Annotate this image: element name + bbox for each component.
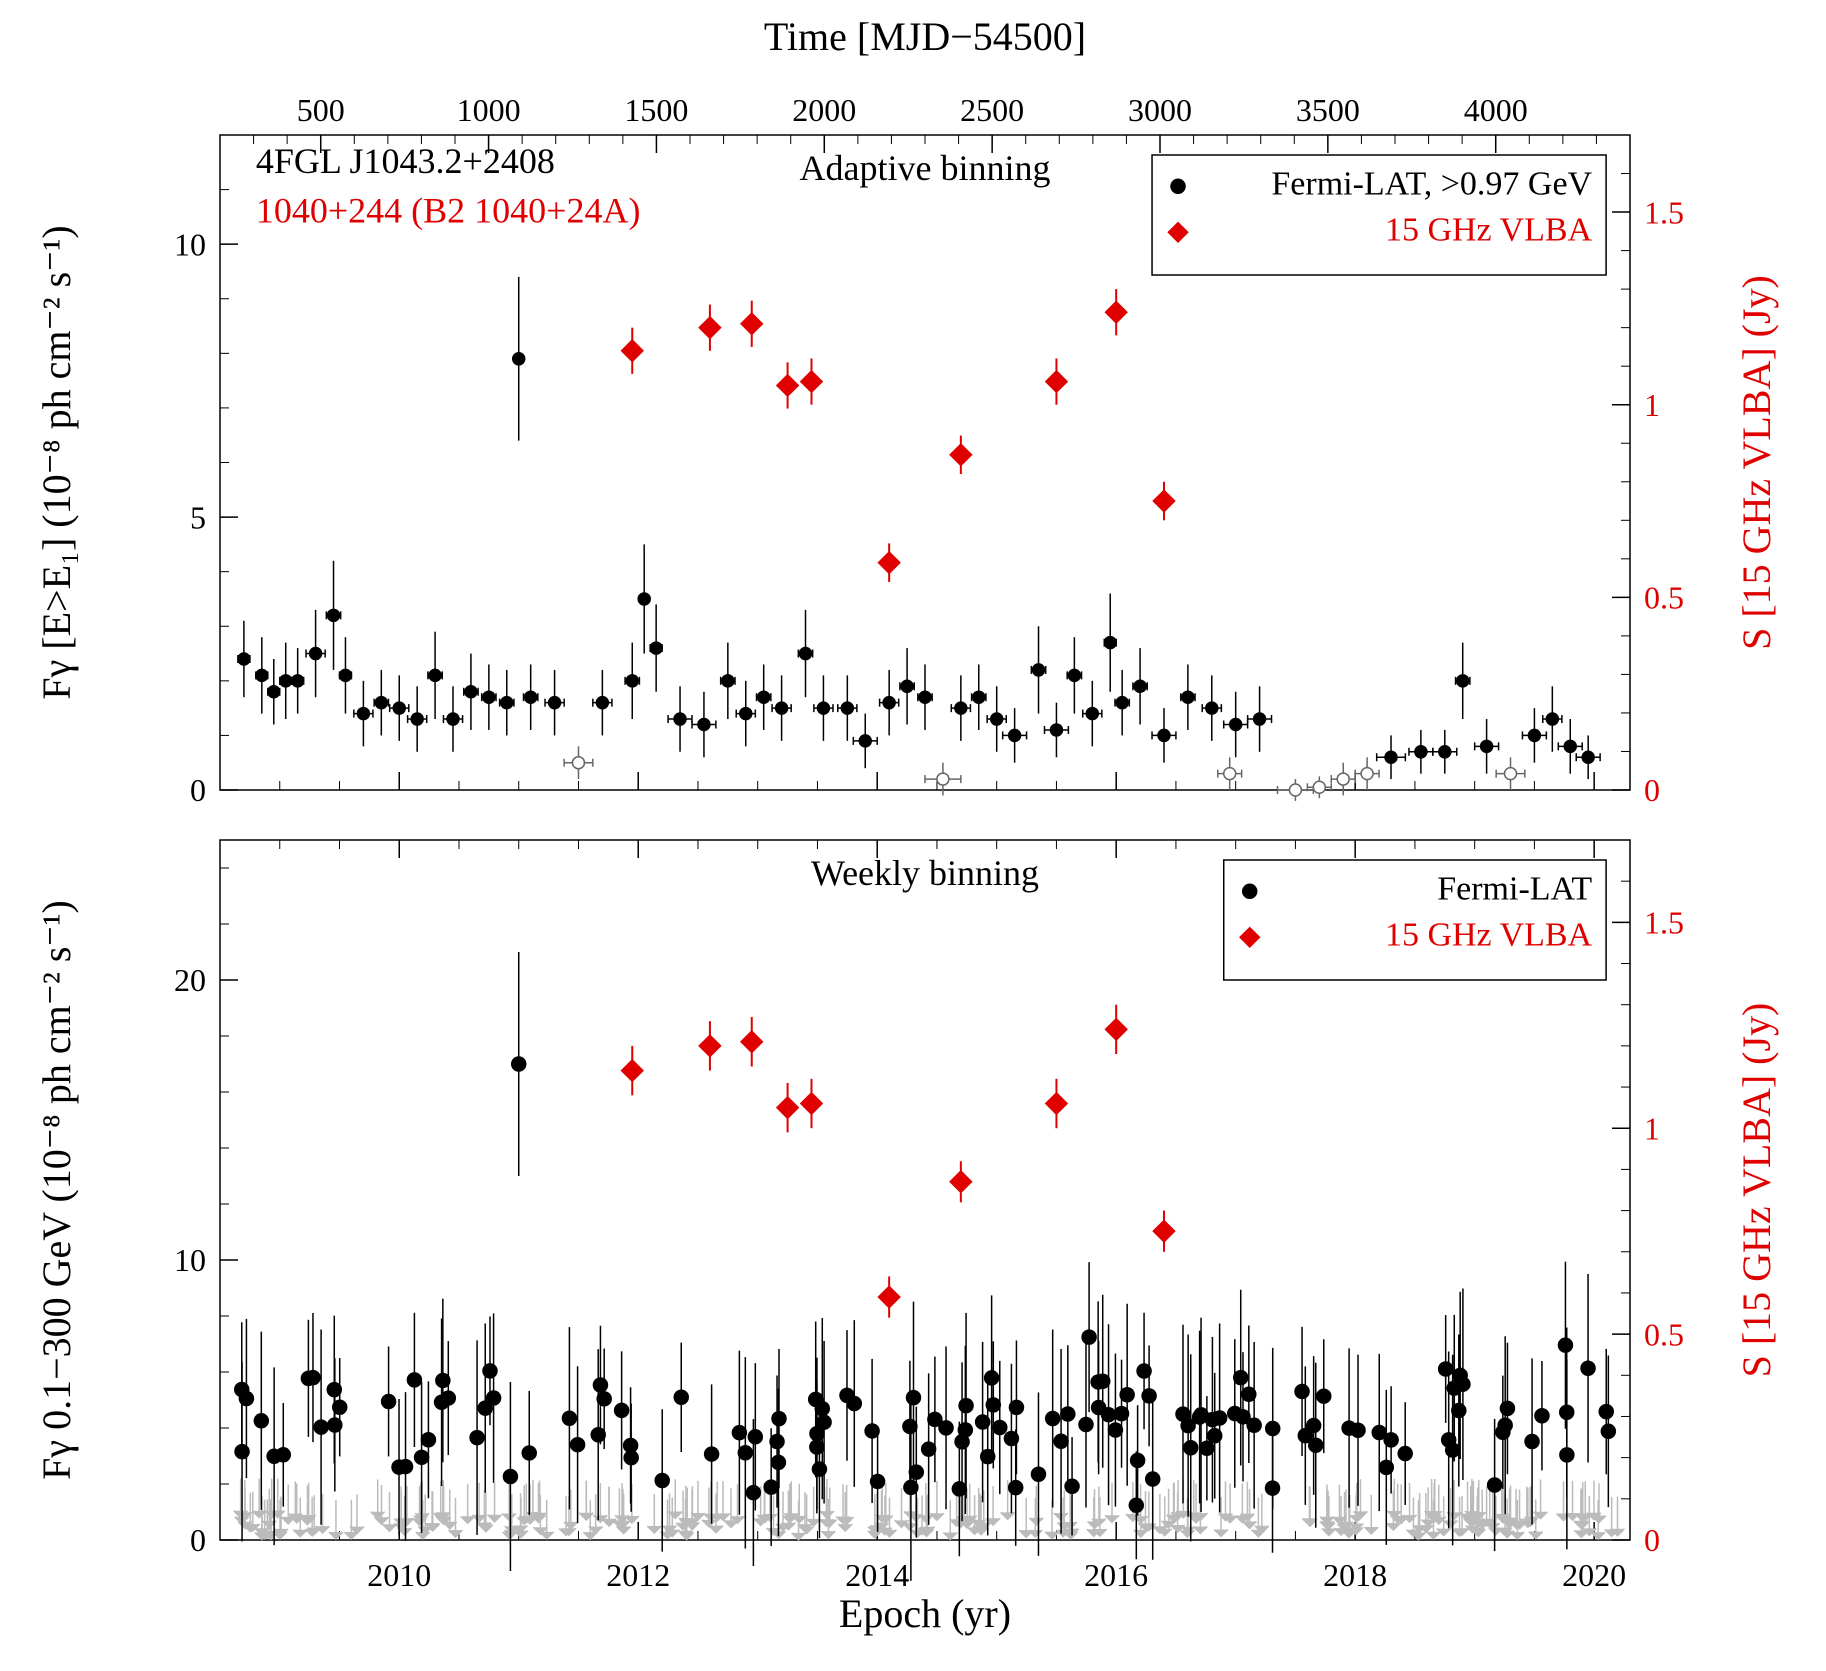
- svg-text:3000: 3000: [1128, 92, 1192, 128]
- svg-text:Time [MJD−54500]: Time [MJD−54500]: [764, 14, 1086, 59]
- svg-text:3500: 3500: [1296, 92, 1360, 128]
- svg-text:Fγ [E>E₁] (10⁻⁸ ph cm⁻² s⁻¹): Fγ [E>E₁] (10⁻⁸ ph cm⁻² s⁻¹): [34, 225, 79, 699]
- svg-text:15 GHz VLBA: 15 GHz VLBA: [1385, 916, 1593, 953]
- svg-text:2010: 2010: [367, 1557, 431, 1593]
- svg-text:1.5: 1.5: [1644, 194, 1684, 230]
- svg-text:0: 0: [1644, 772, 1660, 808]
- svg-text:0.5: 0.5: [1644, 580, 1684, 616]
- svg-text:Weekly binning: Weekly binning: [811, 853, 1039, 893]
- svg-text:0.5: 0.5: [1644, 1316, 1684, 1352]
- svg-text:Fγ 0.1−300 GeV (10⁻⁸ ph cm⁻² s: Fγ 0.1−300 GeV (10⁻⁸ ph cm⁻² s⁻¹): [34, 900, 79, 1480]
- svg-text:5: 5: [190, 499, 206, 535]
- svg-text:2500: 2500: [960, 92, 1024, 128]
- svg-text:1.5: 1.5: [1644, 905, 1684, 941]
- svg-text:15 GHz VLBA: 15 GHz VLBA: [1385, 211, 1593, 248]
- svg-text:1500: 1500: [624, 92, 688, 128]
- svg-text:2014: 2014: [845, 1557, 909, 1593]
- svg-text:Fermi-LAT, >0.97 GeV: Fermi-LAT, >0.97 GeV: [1271, 165, 1592, 202]
- svg-text:20: 20: [174, 962, 206, 998]
- light-curve-figure: 5001000150020002500300035004000Time [MJD…: [0, 0, 1826, 1671]
- svg-text:0: 0: [1644, 1522, 1660, 1558]
- svg-text:500: 500: [297, 92, 345, 128]
- svg-text:Epoch (yr): Epoch (yr): [839, 1591, 1011, 1636]
- svg-text:0: 0: [190, 1522, 206, 1558]
- svg-text:2012: 2012: [606, 1557, 670, 1593]
- svg-text:1: 1: [1644, 1110, 1660, 1146]
- svg-text:1040+244 (B2 1040+24A): 1040+244 (B2 1040+24A): [256, 190, 641, 230]
- svg-text:S [15 GHz VLBA] (Jy): S [15 GHz VLBA] (Jy): [1734, 275, 1779, 650]
- svg-text:Fermi-LAT: Fermi-LAT: [1437, 870, 1592, 907]
- svg-text:2018: 2018: [1323, 1557, 1387, 1593]
- svg-text:4FGL J1043.2+2408: 4FGL J1043.2+2408: [256, 141, 555, 181]
- svg-text:1000: 1000: [457, 92, 521, 128]
- svg-text:4000: 4000: [1464, 92, 1528, 128]
- svg-text:10: 10: [174, 1242, 206, 1278]
- svg-text:0: 0: [190, 772, 206, 808]
- svg-text:2000: 2000: [792, 92, 856, 128]
- svg-text:2020: 2020: [1562, 1557, 1626, 1593]
- svg-text:1: 1: [1644, 387, 1660, 423]
- svg-text:10: 10: [174, 226, 206, 262]
- svg-text:2016: 2016: [1084, 1557, 1148, 1593]
- svg-text:S [15 GHz VLBA] (Jy): S [15 GHz VLBA] (Jy): [1734, 1003, 1779, 1378]
- svg-text:Adaptive binning: Adaptive binning: [800, 148, 1051, 188]
